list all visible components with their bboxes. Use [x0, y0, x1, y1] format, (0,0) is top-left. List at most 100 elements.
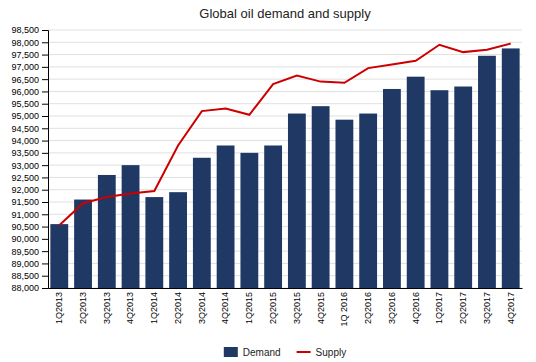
tick-mark: [42, 263, 48, 264]
bar: [193, 158, 211, 288]
tick: 3Q2015: [292, 292, 302, 324]
tick: 97,500: [11, 50, 48, 60]
tick: 91,000: [11, 210, 48, 220]
tick: 4Q2013: [125, 292, 135, 324]
tick-mark: [42, 165, 48, 166]
tick-label: 95,500: [11, 99, 39, 109]
tick: 4Q2014: [220, 292, 230, 324]
tick: 3Q2017: [482, 292, 492, 324]
tick: 4Q2015: [316, 292, 326, 324]
tick: 4Q2017: [506, 292, 516, 324]
tick-mark: [42, 214, 48, 215]
grid-line: [48, 288, 522, 289]
tick-label: 97,000: [11, 62, 39, 72]
grid-line: [48, 42, 522, 43]
tick: 88,500: [11, 271, 48, 281]
tick-mark: [42, 153, 48, 154]
axis-line: [49, 288, 523, 289]
tick: 94,500: [11, 124, 48, 134]
tick-label: 94,500: [11, 124, 39, 134]
grid-line: [48, 128, 522, 129]
legend-item: Demand: [224, 347, 281, 358]
tick: 90,000: [11, 234, 48, 244]
tick: 1Q2014: [149, 292, 159, 324]
legend-swatch: [297, 351, 311, 353]
grid-line: [48, 263, 522, 264]
tick: 91,500: [11, 197, 48, 207]
grid-line: [48, 66, 522, 67]
bar: [288, 114, 306, 288]
tick: 1Q2015: [244, 292, 254, 324]
tick: 2Q2017: [458, 292, 468, 324]
tick-label: 98,000: [11, 38, 39, 48]
tick-label: 3Q2016: [387, 292, 397, 324]
tick-label: 88,000: [11, 283, 39, 293]
tick: 3Q2013: [102, 292, 112, 324]
y-axis: 88,000 88,500 89,000 89,500 90,000 90,500 91,0…: [11, 25, 48, 293]
grid-line: [48, 91, 522, 92]
tick-mark: [42, 202, 48, 203]
tick-label: 95,000: [11, 111, 39, 121]
bar: [383, 89, 401, 288]
tick: 95,500: [11, 99, 48, 109]
tick-mark: [42, 177, 48, 178]
tick-label: 89,500: [11, 247, 39, 257]
tick: 95,000: [11, 111, 48, 121]
grid: [48, 30, 522, 288]
tick-mark: [42, 227, 48, 228]
bar: [359, 114, 377, 288]
tick: 89,000: [11, 259, 48, 269]
tick: 98,000: [11, 38, 48, 48]
tick: 3Q2016: [387, 292, 397, 324]
tick-mark: [42, 190, 48, 191]
tick-mark: [42, 128, 48, 129]
grid-line: [48, 152, 522, 153]
tick-mark: [42, 104, 48, 105]
tick-label: 4Q2015: [316, 292, 326, 324]
tick-label: 2Q2016: [363, 292, 373, 324]
tick-mark: [42, 91, 48, 92]
tick: 97,000: [11, 62, 48, 72]
tick-mark: [42, 239, 48, 240]
tick-mark: [42, 251, 48, 252]
tick: 2Q2016: [363, 292, 373, 324]
tick: 98,500: [11, 25, 48, 35]
grid-line: [48, 226, 522, 227]
tick-mark: [42, 55, 48, 56]
bar: [169, 192, 187, 288]
bar: [335, 120, 353, 288]
bar: [407, 77, 425, 288]
bar: [240, 153, 258, 288]
grid-line: [48, 116, 522, 117]
tick-mark: [42, 288, 48, 289]
tick: 90,500: [11, 222, 48, 232]
tick-label: 89,000: [11, 259, 39, 269]
tick-label: 98,500: [11, 25, 39, 35]
grid-line: [48, 103, 522, 104]
tick-label: 92,000: [11, 185, 39, 195]
tick-label: 2Q2013: [78, 292, 88, 324]
tick: 1Q 2016: [339, 292, 349, 327]
tick-label: 1Q2015: [244, 292, 254, 324]
tick-label: 94,000: [11, 136, 39, 146]
tick-label: 3Q2013: [102, 292, 112, 324]
tick: 93,000: [11, 161, 48, 171]
tick-label: 97,500: [11, 50, 39, 60]
bar: [122, 165, 140, 288]
tick: 2Q2014: [173, 292, 183, 324]
bar: [312, 106, 330, 288]
tick-label: 2Q2015: [268, 292, 278, 324]
tick-label: 91,000: [11, 210, 39, 220]
tick-label: 1Q 2016: [339, 292, 349, 327]
bar: [454, 87, 472, 288]
grid-line: [48, 54, 522, 55]
tick-label: 93,500: [11, 148, 39, 158]
grid-line: [48, 189, 522, 190]
grid-line: [48, 238, 522, 239]
chart: Global oil demand and supply88,00088,500…: [0, 0, 536, 362]
tick-mark: [42, 42, 48, 43]
bar-series: [50, 48, 519, 288]
legend-item: Supply: [297, 347, 347, 358]
tick-mark: [42, 79, 48, 80]
tick: 1Q2013: [54, 292, 64, 324]
